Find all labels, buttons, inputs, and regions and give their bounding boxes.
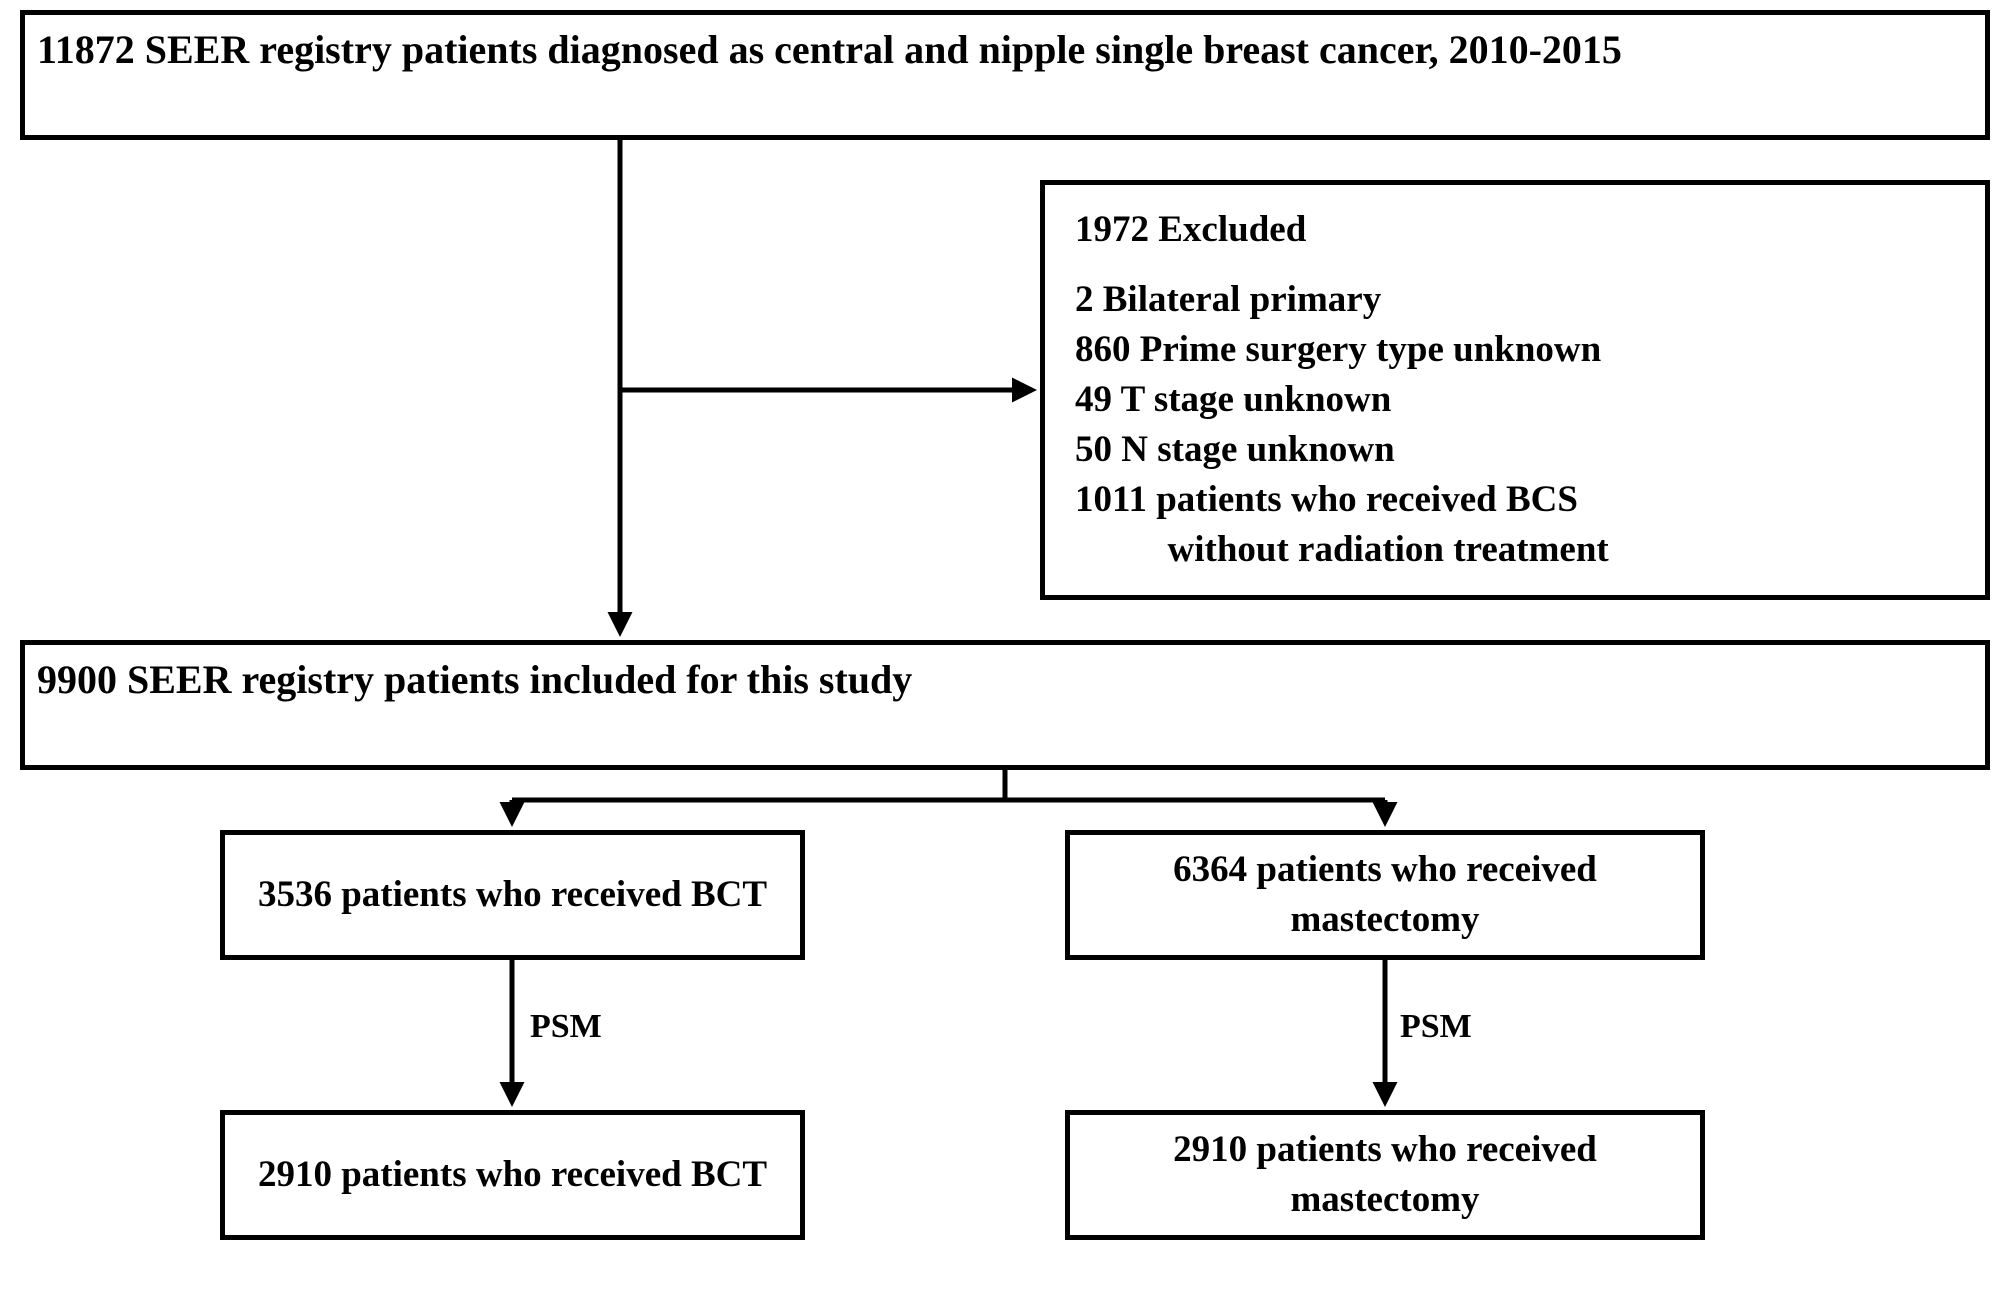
box-start-text: 11872 SEER registry patients diagnosed a…: [37, 23, 1622, 77]
excluded-item-5: without radiation treatment: [1075, 525, 1609, 575]
box-bct-post-psm: 2910 patients who received BCT: [220, 1110, 805, 1240]
box-start: 11872 SEER registry patients diagnosed a…: [20, 10, 1990, 140]
excluded-item-2: 49 T stage unknown: [1075, 375, 1391, 425]
excluded-item-3: 50 N stage unknown: [1075, 425, 1395, 475]
box-bct2-text: 2910 patients who received BCT: [258, 1150, 767, 1200]
box-mast1-text: 6364 patients who received mastectomy: [1082, 845, 1688, 945]
box-mast2-text: 2910 patients who received mastectomy: [1082, 1125, 1688, 1225]
excluded-item-1: 860 Prime surgery type unknown: [1075, 325, 1601, 375]
box-bct-pre-psm: 3536 patients who received BCT: [220, 830, 805, 960]
excluded-item-4: 1011 patients who received BCS: [1075, 475, 1578, 525]
label-psm-left: PSM: [530, 1008, 602, 1046]
box-included-text: 9900 SEER registry patients included for…: [37, 653, 912, 707]
box-mastectomy-post-psm: 2910 patients who received mastectomy: [1065, 1110, 1705, 1240]
box-excluded: 1972 Excluded 2 Bilateral primary 860 Pr…: [1040, 180, 1990, 600]
box-bct1-text: 3536 patients who received BCT: [258, 870, 767, 920]
flowchart-canvas: 11872 SEER registry patients diagnosed a…: [0, 0, 2008, 1301]
excluded-title: 1972 Excluded: [1075, 205, 1306, 255]
box-mastectomy-pre-psm: 6364 patients who received mastectomy: [1065, 830, 1705, 960]
box-included: 9900 SEER registry patients included for…: [20, 640, 1990, 770]
excluded-item-0: 2 Bilateral primary: [1075, 275, 1381, 325]
label-psm-right: PSM: [1400, 1008, 1472, 1046]
